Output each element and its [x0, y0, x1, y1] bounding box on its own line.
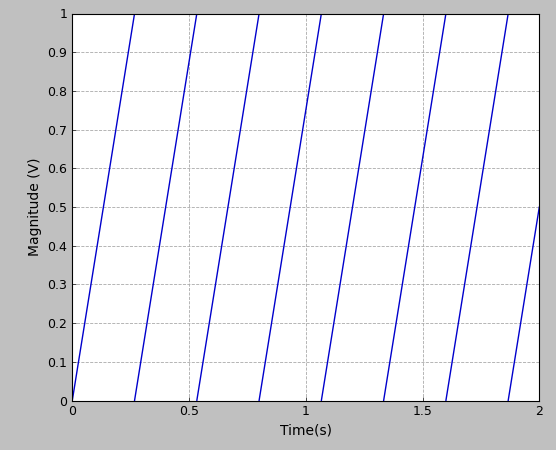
X-axis label: Time(s): Time(s) — [280, 424, 332, 438]
Y-axis label: Magnitude (V): Magnitude (V) — [28, 158, 42, 256]
